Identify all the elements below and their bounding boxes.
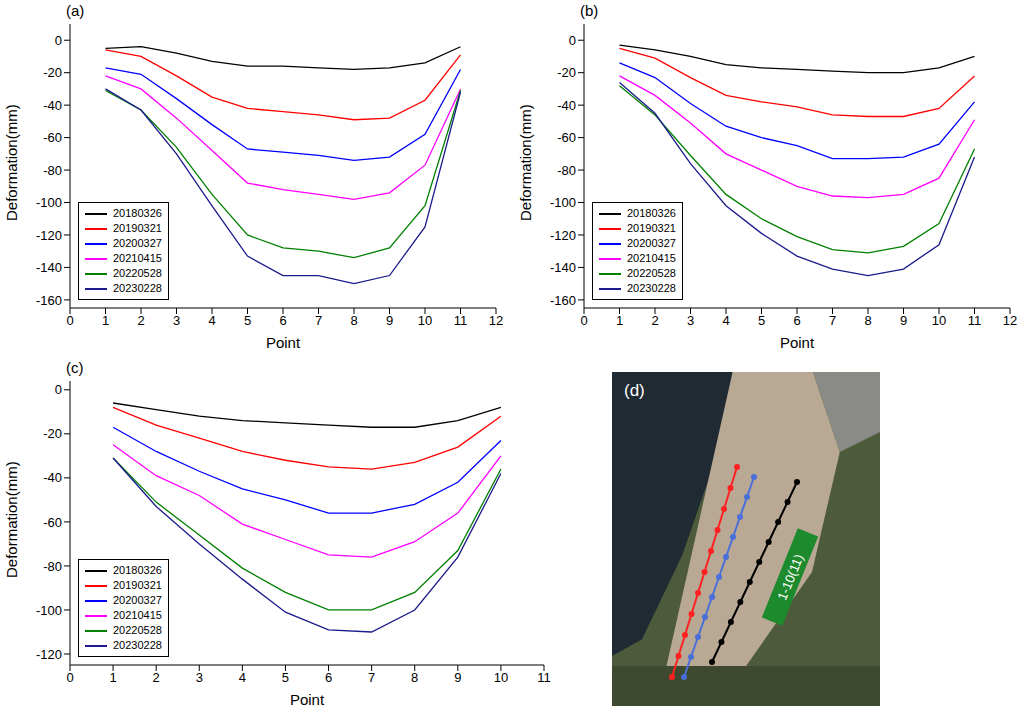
html-text:20230228: 20230228: [113, 639, 162, 651]
svg-text:0: 0: [569, 33, 576, 48]
svg-text:-60: -60: [557, 130, 576, 145]
svg-text:-80: -80: [557, 163, 576, 178]
svg-text:-120: -120: [36, 228, 62, 243]
svg-text:-40: -40: [557, 98, 576, 113]
svg-text:-120: -120: [36, 647, 62, 662]
html-text:20230228: 20230228: [627, 282, 676, 294]
svg-text:Point: Point: [780, 334, 815, 351]
html-text:20180326: 20180326: [113, 564, 162, 576]
html-text:(a): (a): [66, 2, 85, 19]
svg-text:7: 7: [829, 313, 836, 328]
svg-text:-40: -40: [43, 98, 62, 113]
svg-text:-100: -100: [550, 195, 576, 210]
svg-text:10: 10: [932, 313, 946, 328]
svg-text:0: 0: [66, 670, 73, 685]
svg-text:0: 0: [55, 33, 62, 48]
svg-text:5: 5: [244, 313, 251, 328]
html-text:(b): (b): [580, 2, 599, 19]
svg-text:-140: -140: [36, 260, 62, 275]
svg-text:-100: -100: [36, 603, 62, 618]
html-text:20200327: 20200327: [627, 237, 676, 249]
svg-text:6: 6: [325, 670, 332, 685]
html-text:20210415: 20210415: [113, 252, 162, 264]
svg-text:3: 3: [173, 313, 180, 328]
html-text:20200327: 20200327: [113, 237, 162, 249]
svg-text:8: 8: [411, 670, 418, 685]
svg-text:5: 5: [758, 313, 765, 328]
svg-text:10: 10: [494, 670, 508, 685]
svg-text:-20: -20: [43, 426, 62, 441]
svg-text:7: 7: [368, 670, 375, 685]
svg-text:0: 0: [66, 313, 73, 328]
html-text:20190321: 20190321: [627, 222, 676, 234]
svg-text:0: 0: [55, 382, 62, 397]
svg-text:1: 1: [102, 313, 109, 328]
svg-text:11: 11: [537, 670, 551, 685]
svg-text:-40: -40: [43, 470, 62, 485]
svg-text:4: 4: [239, 670, 246, 685]
svg-text:-140: -140: [550, 260, 576, 275]
svg-text:Deformation(mm): Deformation(mm): [3, 461, 20, 578]
svg-text:6: 6: [793, 313, 800, 328]
svg-text:-100: -100: [36, 195, 62, 210]
svg-text:11: 11: [968, 313, 982, 328]
svg-text:2: 2: [651, 313, 658, 328]
svg-text:-60: -60: [43, 515, 62, 530]
svg-text:-20: -20: [43, 65, 62, 80]
html-text:20210415: 20210415: [627, 252, 676, 264]
svg-text:-120: -120: [550, 228, 576, 243]
svg-text:4: 4: [722, 313, 729, 328]
svg-text:9: 9: [454, 670, 461, 685]
html-text:20210415: 20210415: [113, 609, 162, 621]
svg-text:1: 1: [109, 670, 116, 685]
svg-text:Point: Point: [290, 691, 325, 708]
svg-text:11: 11: [454, 313, 468, 328]
svg-text:9: 9: [386, 313, 393, 328]
html-text:20220528: 20220528: [627, 267, 676, 279]
svg-text:9: 9: [900, 313, 907, 328]
html-text:20180326: 20180326: [113, 207, 162, 219]
svg-text:-20: -20: [557, 65, 576, 80]
svg-text:(d): (d): [624, 381, 645, 400]
svg-text:12: 12: [1003, 313, 1017, 328]
svg-text:4: 4: [208, 313, 215, 328]
svg-text:7: 7: [315, 313, 322, 328]
html-text:20200327: 20200327: [113, 594, 162, 606]
svg-text:3: 3: [196, 670, 203, 685]
svg-text:Point: Point: [266, 334, 301, 351]
svg-text:8: 8: [864, 313, 871, 328]
svg-text:6: 6: [279, 313, 286, 328]
svg-text:2: 2: [137, 313, 144, 328]
html-text:20180326: 20180326: [627, 207, 676, 219]
html-text:20220528: 20220528: [113, 267, 162, 279]
svg-text:3: 3: [687, 313, 694, 328]
svg-text:-160: -160: [36, 293, 62, 308]
svg-text:0: 0: [580, 313, 587, 328]
svg-text:5: 5: [282, 670, 289, 685]
svg-text:10: 10: [418, 313, 432, 328]
html-text:20230228: 20230228: [113, 282, 162, 294]
svg-text:Deformation(mm): Deformation(mm): [517, 104, 534, 221]
svg-text:-80: -80: [43, 163, 62, 178]
svg-text:-60: -60: [43, 130, 62, 145]
svg-text:Deformation(mm): Deformation(mm): [3, 104, 20, 221]
html-text:(c): (c): [66, 359, 84, 376]
svg-text:1: 1: [616, 313, 623, 328]
html-text:20190321: 20190321: [113, 579, 162, 591]
html-text:20220528: 20220528: [113, 624, 162, 636]
svg-text:1-10(11): 1-10(11): [774, 552, 806, 602]
svg-text:8: 8: [350, 313, 357, 328]
svg-text:-80: -80: [43, 559, 62, 574]
svg-text:-160: -160: [550, 293, 576, 308]
svg-text:12: 12: [489, 313, 503, 328]
html-text:20190321: 20190321: [113, 222, 162, 234]
svg-text:2: 2: [153, 670, 160, 685]
